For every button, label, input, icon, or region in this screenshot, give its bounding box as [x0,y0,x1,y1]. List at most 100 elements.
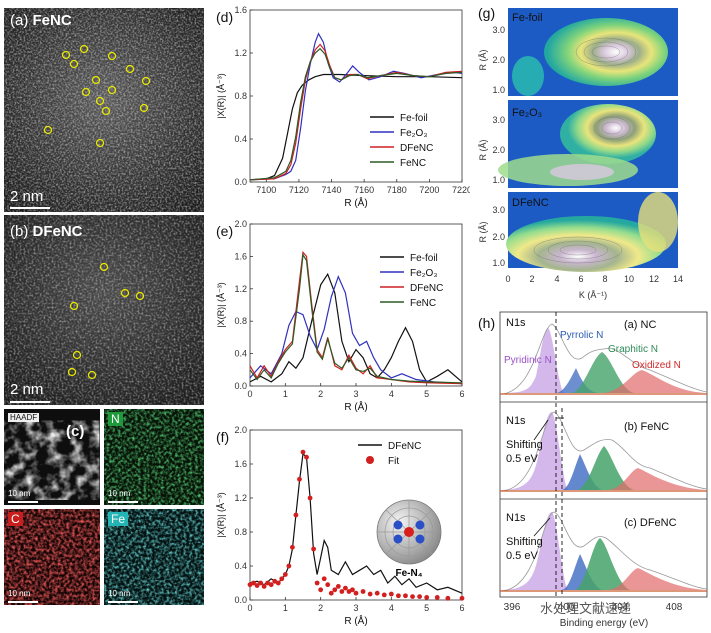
x-tick-label-d: 7200 [419,185,439,195]
data-point [434,595,440,600]
series-f-1 [247,449,465,601]
haadf-label: HAADF [8,413,40,422]
x-axis-label-d: R (Å) [344,196,367,209]
chart-f: (f) 0 1 2 3 4 5 6 0.0 0.4 0.8 1.2 1.6 2.0 R (Å) |X(R)| … [216,425,465,627]
data-point [286,563,292,569]
svg-text:3.0: 3.0 [492,205,505,215]
panel-label-b: (b) DFeNC [10,223,83,240]
svg-text:8: 8 [602,274,607,284]
data-point [417,594,422,599]
data-point [459,595,465,601]
svg-text:408: 408 [666,602,683,613]
svg-text:396: 396 [504,602,521,613]
data-point [268,582,274,588]
stem-image-fenc: (a) FeNC 2 nm [4,8,204,212]
x-tick-label-d: 7160 [354,185,374,195]
svg-text:400: 400 [558,602,575,613]
g-axes: (g) 3.0 2.0 1.0 3.0 2.0 1.0 3.0 2.0 1.0 … [478,5,683,300]
x-tick-label-e: 5 [424,389,429,399]
legend-label-d: Fe₂O₃ [400,128,427,139]
svg-text:N1s: N1s [506,415,526,427]
watermark: 水处理文献速递 [540,601,632,616]
y-tick-label-f: 2.0 [234,425,247,435]
stem-texture-b [4,215,204,405]
eds-map-n: N 10 nm [104,409,204,505]
y-tick-label-d: 1.6 [234,5,247,15]
svg-text:2.0: 2.0 [492,232,505,242]
data-point [381,592,387,598]
data-point [374,590,380,596]
scalebar-fe-text: 10 nm [108,589,131,598]
legend-label-d: Fe-foil [400,113,428,124]
eds-map-c: C 10 nm [4,509,100,605]
data-point [293,512,299,518]
svg-text:3.0: 3.0 [492,25,505,35]
scalebar-c-text: 10 nm [8,589,31,598]
data-point [282,572,288,577]
y-tick-label-f: 1.6 [234,459,247,469]
panel-h: (h) N1s (a) NC Pyrrolic N Pyridinic N Gr… [478,311,708,629]
label-oxidized: Oxidized N [632,360,681,371]
y-tick-label-e: 0.8 [234,316,247,326]
data-point [360,589,366,594]
data-point [254,583,260,588]
xps-sub-a: N1s (a) NC Pyrrolic N Pyridinic N Graphi… [499,317,708,395]
x-tick-label-e: 4 [389,389,394,399]
atom-markers-a [43,44,151,148]
atom-markers-b [67,262,145,380]
panel-label-c: (c) [66,423,85,440]
series-line-d-2 [249,43,463,181]
panel-g: Fe-foil Fe₂O₃ DFeNC (g) 3.0 2.0 1.0 3.0 … [478,5,683,300]
scalebar-a [10,207,50,209]
data-point [328,590,334,596]
svg-text:2: 2 [529,274,534,284]
g-sub-label-2: Fe₂O₃ [512,107,542,119]
legend-label-d: DFeNC [400,143,433,154]
x-tick-label-f: 1 [283,603,288,613]
y-tick-label-e: 0.0 [234,381,247,391]
legend-label-d: FeNC [400,158,426,169]
fe-n4-label: Fe-N₄ [396,568,423,578]
data-point [318,587,324,593]
g-sub-label-3: DFeNC [512,197,549,209]
g-xlabel: K (Å⁻¹) [579,290,607,300]
scalebar-b-text: 2 nm [10,381,44,398]
svg-text:N1s: N1s [506,512,526,524]
panel-label-g: (g) [478,5,495,21]
map-label-n: N [108,412,123,426]
data-point [388,591,394,597]
svg-text:(a) NC: (a) NC [624,319,656,331]
y-axis-label-f: |X(R)| (Å⁻³) [216,492,226,537]
stem-image-dfenc: (b) DFeNC 2 nm [4,215,204,405]
g-sub-label-1: Fe-foil [512,12,543,24]
xps-sub-b: N1s (b) FeNC Shifting 0.5 eV [499,411,708,492]
svg-text:R (Å): R (Å) [478,50,488,71]
data-point [424,595,430,600]
data-point [258,580,263,586]
x-tick-label-d: 7100 [256,185,276,195]
data-point [251,580,256,586]
x-tick-label-e: 1 [283,389,288,399]
y-axis-label-e: |X(R)| (Å⁻³) [216,282,226,327]
legend-label-e: FeNC [410,298,436,309]
svg-text:Shifting: Shifting [506,439,543,451]
chart-e: (e) 0 1 2 3 4 5 6 0.0 0.4 0.8 1.2 1.6 2.0 R (Å) |X(R)| … [216,219,465,412]
x-tick-label-f: 3 [353,603,358,613]
y-axis-label-d: |X(R)| (Å⁻³) [216,73,226,118]
data-point [339,589,345,594]
series-line-d-1 [249,32,463,181]
svg-text:0: 0 [505,274,510,284]
series-line-d-0 [249,73,463,181]
y-tick-label-f: 1.2 [234,493,247,503]
y-tick-label-f: 0.8 [234,527,247,537]
panel-label-f: (f) [216,429,229,445]
svg-text:1.0: 1.0 [492,85,505,95]
panel-label-d: (d) [216,9,233,25]
scalebar-n-text: 10 nm [108,489,131,498]
label-pyridinic: Pyridinic N [504,355,552,366]
svg-text:404: 404 [612,602,629,613]
x-tick-label-f: 0 [247,603,252,613]
fe-n4-structure: Fe-N₄ [376,499,442,578]
data-point [335,584,341,589]
x-tick-label-e: 2 [318,389,323,399]
